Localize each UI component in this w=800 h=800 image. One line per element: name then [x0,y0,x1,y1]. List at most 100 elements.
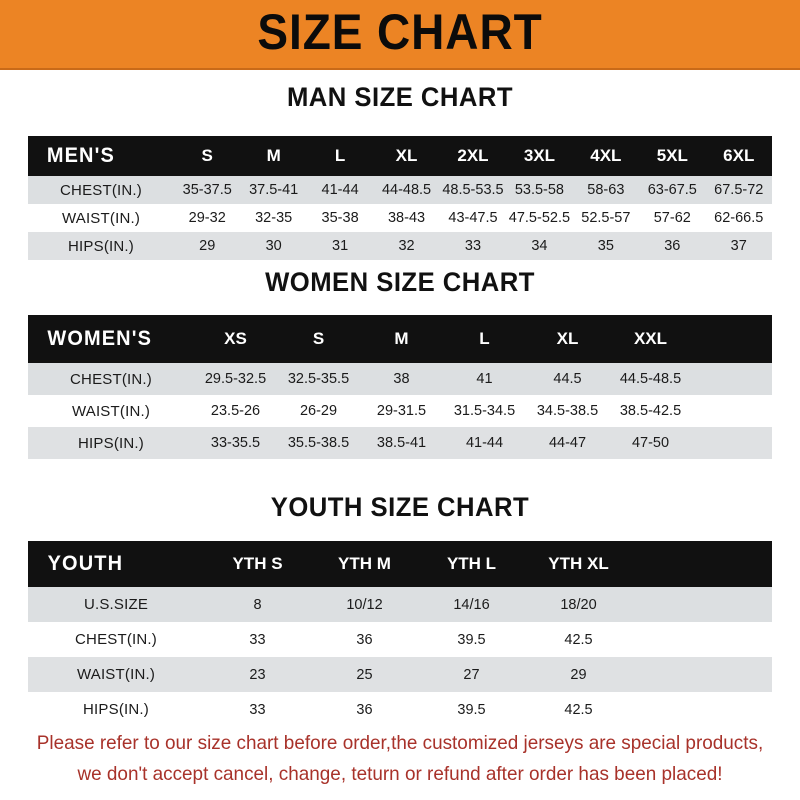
women-row-2-cell-5: 47-50 [631,435,670,451]
table-row: HIPS(IN.) 29 30 31 32 33 34 35 36 37 [28,232,772,260]
men-row-1-label: WAIST(IN.) [61,209,141,227]
women-row-1-cell-3: 31.5-34.5 [453,403,516,419]
page-title: SIZE CHART [257,4,543,60]
women-size-col-4: XL [556,329,579,348]
men-row-1-cell-8: 62-66.5 [714,210,764,226]
youth-row-3-label: HIPS(IN.) [83,701,149,718]
table-row: CHEST(IN.) 33 36 39.5 42.5 [28,622,772,657]
table-row: WAIST(IN.) 23.5-26 26-29 29-31.5 31.5-34… [28,395,772,427]
women-row-0-cell-3: 41 [476,371,493,387]
men-size-table: MEN'S S M L XL 2XL 3XL 4XL 5XL 6XL CHEST… [28,136,772,260]
men-row-1-cell-4: 43-47.5 [448,210,498,226]
order-policy-line-1: Please refer to our size chart before or… [36,732,764,754]
men-size-col-0: S [201,146,213,165]
women-row-1-cell-5: 38.5-42.5 [619,403,682,419]
table-row: CHEST(IN.) 35-37.5 37.5-41 41-44 44-48.5… [28,176,772,204]
youth-row-2-cell-2: 27 [463,666,480,683]
youth-size-col-3: YTH XL [548,554,609,573]
youth-row-3-cell-spacer [632,692,772,727]
men-size-col-1: M [266,146,281,165]
men-table-head: MEN'S S M L XL 2XL 3XL 4XL 5XL 6XL [28,136,772,176]
men-row-1-cell-5: 47.5-52.5 [508,210,571,226]
men-size-col-7: 5XL [656,146,688,165]
women-row-0-cell-4: 44.5 [553,371,582,387]
women-header-row: WOMEN'S XS S M L XL XXL [28,315,772,363]
youth-table-wrapper: YOUTH YTH S YTH M YTH L YTH XL U.S.SIZE … [0,541,800,727]
youth-row-2-cell-3: 29 [570,666,587,683]
youth-size-col-1: YTH M [338,554,391,573]
youth-row-1-cell-spacer [632,622,772,657]
youth-size-col-spacer [632,541,772,587]
women-size-col-2: M [394,329,409,348]
youth-row-2-cell-spacer [632,657,772,692]
youth-row-0-cell-spacer [632,587,772,622]
women-row-1-cell-1: 26-29 [299,403,338,419]
youth-row-3-cell-0: 33 [249,701,266,718]
youth-row-1-label: CHEST(IN.) [75,631,157,648]
women-size-col-5: XXL [633,329,668,348]
youth-row-2-cell-1: 25 [356,666,373,683]
men-size-col-4: 2XL [457,146,489,165]
women-row-2-label: HIPS(IN.) [78,434,144,452]
men-row-1-cell-6: 52.5-57 [581,210,631,226]
men-row-2-cell-4: 33 [464,238,482,254]
men-row-0-cell-8: 67.5-72 [714,182,764,198]
youth-row-0-cell-1: 10/12 [346,596,383,613]
women-row-2-cell-4: 44-47 [548,435,587,451]
men-row-2-cell-5: 34 [531,238,548,254]
women-size-col-3: L [479,329,490,348]
men-row-2-cell-7: 36 [664,238,681,254]
men-table-wrapper: MEN'S S M L XL 2XL 3XL 4XL 5XL 6XL CHEST… [0,136,800,260]
youth-header-label: YOUTH [47,552,124,575]
women-row-1-cell-0: 23.5-26 [210,403,261,419]
youth-row-0-cell-0: 8 [253,596,262,613]
youth-row-3-cell-3: 42.5 [564,701,593,718]
women-size-table: WOMEN'S XS S M L XL XXL CHEST(IN.) 29.5-… [28,315,772,459]
youth-row-2-cell-0: 23 [249,666,266,683]
order-policy-line-2: we don't accept cancel, change, teturn o… [77,763,723,785]
men-size-col-5: 3XL [523,146,555,165]
page-banner: SIZE CHART [0,0,800,70]
men-row-0-label: CHEST(IN.) [60,181,142,199]
table-row: HIPS(IN.) 33 36 39.5 42.5 [28,692,772,727]
men-size-col-3: XL [395,146,418,165]
men-row-1-cell-1: 32-35 [255,210,293,226]
women-row-1-cell-4: 34.5-38.5 [536,403,599,419]
men-row-2-label: HIPS(IN.) [68,237,134,255]
men-row-2-cell-3: 32 [398,238,415,254]
men-row-0-cell-4: 48.5-53.5 [442,182,504,198]
women-row-1-label: WAIST(IN.) [71,402,151,420]
women-row-0-cell-2: 38 [393,371,410,387]
youth-section-title: YOUTH SIZE CHART [270,492,530,522]
men-header-row: MEN'S S M L XL 2XL 3XL 4XL 5XL 6XL [28,136,772,176]
women-table-head: WOMEN'S XS S M L XL XXL [28,315,772,363]
women-row-0-cell-spacer [692,363,772,395]
men-row-2-cell-6: 35 [597,238,614,254]
women-row-2-cell-1: 35.5-38.5 [287,435,350,451]
women-row-1-cell-spacer [692,395,772,427]
women-size-col-0: XS [224,329,247,348]
men-row-0-cell-7: 63-67.5 [647,182,697,198]
women-row-2-cell-2: 38.5-41 [376,435,427,451]
youth-row-1-cell-2: 39.5 [457,631,486,648]
men-header-label: MEN'S [46,144,115,167]
women-row-0-cell-5: 44.5-48.5 [619,371,682,387]
youth-row-1-cell-1: 36 [356,631,373,648]
men-row-0-cell-5: 53.5-58 [514,182,564,198]
youth-row-3-cell-2: 39.5 [457,701,486,718]
men-row-2-cell-8: 37 [730,238,747,254]
men-row-1-cell-3: 38-43 [387,210,426,226]
women-row-2-cell-3: 41-44 [465,435,504,451]
women-row-1-cell-2: 29-31.5 [376,403,427,419]
youth-header-row: YOUTH YTH S YTH M YTH L YTH XL [28,541,772,587]
men-row-1-cell-2: 35-38 [321,210,359,226]
youth-row-1-cell-3: 42.5 [564,631,593,648]
youth-size-col-0: YTH S [232,554,283,573]
men-row-0-cell-3: 44-48.5 [381,182,432,198]
table-row: WAIST(IN.) 29-32 32-35 35-38 38-43 43-47… [28,204,772,232]
table-row: HIPS(IN.) 33-35.5 35.5-38.5 38.5-41 41-4… [28,427,772,459]
order-policy-note: Please refer to our size chart before or… [12,728,788,790]
youth-row-0-label: U.S.SIZE [83,596,149,613]
men-row-0-cell-1: 37.5-41 [249,182,299,198]
